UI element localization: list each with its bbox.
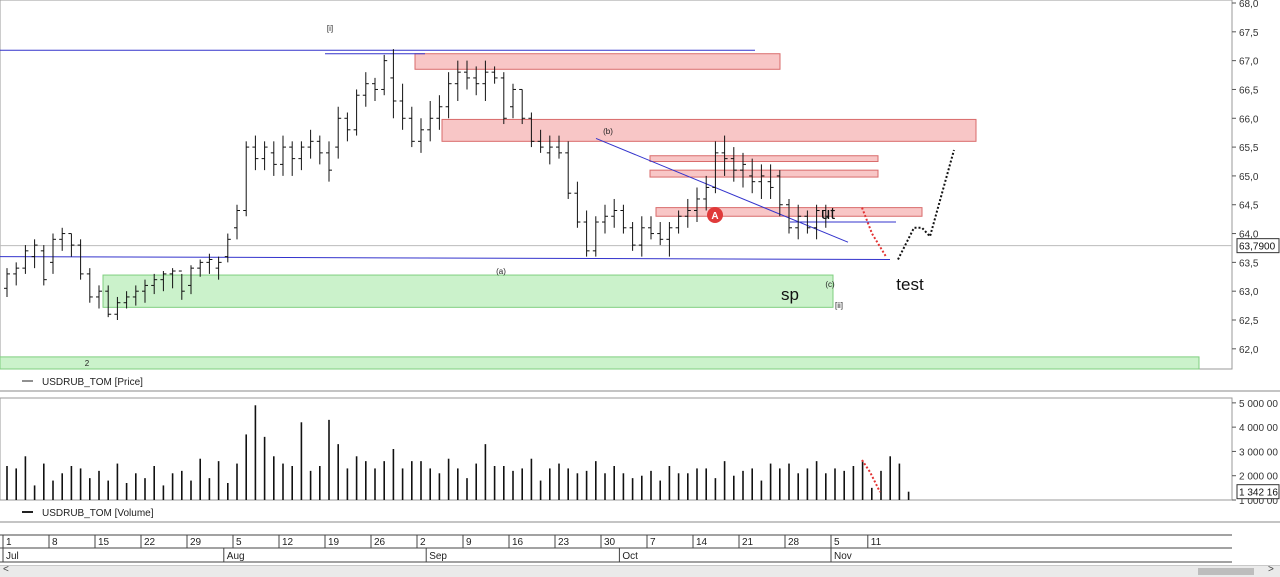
wave-label: (a) bbox=[496, 267, 506, 276]
support-line bbox=[0, 256, 891, 260]
day-label: 14 bbox=[696, 537, 708, 548]
day-label: 9 bbox=[466, 537, 472, 548]
price-tick-label: 66,0 bbox=[1239, 114, 1259, 125]
scroll-right-icon[interactable]: > bbox=[1268, 564, 1274, 575]
month-label: Oct bbox=[622, 551, 638, 562]
price-tick-label: 68,0 bbox=[1239, 0, 1259, 10]
scroll-left-icon[interactable]: < bbox=[3, 564, 9, 575]
annotation-label: sp bbox=[781, 285, 799, 304]
volume-panel bbox=[0, 397, 1233, 501]
price-tick-label: 62,0 bbox=[1239, 345, 1259, 356]
supply-zone bbox=[649, 169, 879, 178]
wave-label: [i] bbox=[327, 24, 333, 33]
day-label: 19 bbox=[328, 537, 340, 548]
last-price-box bbox=[1236, 238, 1280, 254]
price-tick-label: 67,5 bbox=[1239, 28, 1259, 39]
last-volume-box bbox=[1236, 484, 1280, 500]
price-tick-label: 62,5 bbox=[1239, 316, 1259, 327]
month-label: Sep bbox=[429, 551, 447, 562]
volume-tick-label: 1 000 00 bbox=[1239, 496, 1278, 507]
marker-label: A bbox=[711, 211, 718, 222]
volume-tick-label: 5 000 00 bbox=[1239, 399, 1278, 410]
day-label: 8 bbox=[52, 537, 58, 548]
forecast-red-arrow bbox=[861, 207, 887, 258]
day-label: 26 bbox=[374, 537, 386, 548]
day-label: 15 bbox=[98, 537, 110, 548]
demand-zone bbox=[0, 356, 1200, 370]
annotation-label: ut bbox=[821, 204, 835, 223]
marker-circle bbox=[707, 207, 723, 223]
downtrend-line bbox=[595, 137, 849, 243]
day-label: 2 bbox=[420, 537, 426, 548]
supply-zone bbox=[649, 155, 879, 163]
price-tick-label: 64,5 bbox=[1239, 201, 1259, 212]
price-tick-label: 65,0 bbox=[1239, 172, 1259, 183]
price-panel-label: USDRUB_TOM [Price] bbox=[42, 377, 143, 388]
month-label: Aug bbox=[227, 551, 245, 562]
day-label: 22 bbox=[144, 537, 156, 548]
price-tick-label: 64,0 bbox=[1239, 230, 1259, 241]
day-label: 5 bbox=[834, 537, 840, 548]
price-tick-label: 65,5 bbox=[1239, 143, 1259, 154]
price-tick-label: 63,0 bbox=[1239, 287, 1259, 298]
wave-label: (b) bbox=[603, 127, 613, 136]
volume-panel-label: USDRUB_TOM [Volume] bbox=[42, 508, 154, 519]
supply-zone bbox=[414, 53, 781, 70]
price-tick-label: 66,5 bbox=[1239, 85, 1259, 96]
last-price-label: 63,7900 bbox=[1239, 242, 1276, 253]
demand-zone bbox=[102, 274, 834, 308]
volume-tick-label: 3 000 00 bbox=[1239, 447, 1278, 458]
day-label: 30 bbox=[604, 537, 616, 548]
forecast-black-path bbox=[897, 149, 955, 260]
day-label: 23 bbox=[558, 537, 570, 548]
volume-tick-label: 2 000 00 bbox=[1239, 472, 1278, 483]
price-tick-label: 67,0 bbox=[1239, 57, 1259, 68]
forecast-red-volume-arrow bbox=[861, 459, 881, 493]
volume-tick-label: 4 000 00 bbox=[1239, 423, 1278, 434]
month-label: Jul bbox=[6, 551, 19, 562]
annotation-label: test bbox=[896, 275, 924, 294]
day-label: 11 bbox=[871, 537, 882, 548]
day-label: 28 bbox=[788, 537, 800, 548]
price-tick-label: 63,5 bbox=[1239, 258, 1259, 269]
wave-label: 2 bbox=[85, 359, 90, 368]
day-label: 29 bbox=[190, 537, 202, 548]
wave-label: [ii] bbox=[835, 301, 843, 310]
day-label: 1 bbox=[6, 537, 12, 548]
month-label: Nov bbox=[834, 551, 852, 562]
day-label: 5 bbox=[236, 537, 242, 548]
horizontal-scrollbar[interactable]: < > bbox=[0, 564, 1280, 577]
scroll-thumb[interactable] bbox=[1198, 568, 1254, 575]
day-label: 21 bbox=[742, 537, 754, 548]
day-label: 12 bbox=[282, 537, 294, 548]
day-label: 16 bbox=[512, 537, 524, 548]
supply-zone bbox=[441, 118, 977, 142]
day-label: 7 bbox=[650, 537, 656, 548]
wave-label: (c) bbox=[825, 280, 835, 289]
last-volume-label: 1 342 16 bbox=[1239, 488, 1278, 499]
